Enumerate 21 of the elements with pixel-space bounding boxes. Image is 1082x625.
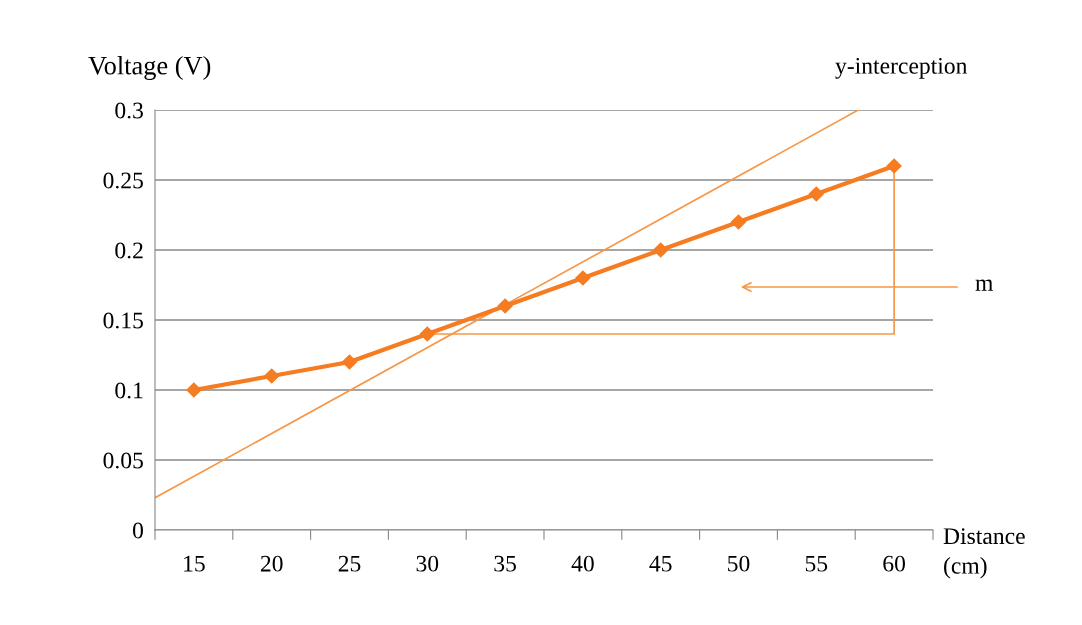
- y-tick-label: 0: [132, 522, 143, 539]
- x-tick-label: 30: [416, 555, 439, 572]
- x-tick-label: 55: [805, 555, 828, 572]
- x-tick-label: 60: [883, 555, 906, 572]
- y-axis-title: Voltage (V): [88, 56, 211, 80]
- text: m: [975, 279, 993, 291]
- x-tick-label: 50: [728, 555, 750, 572]
- y-tick-label: 0.2: [115, 242, 143, 259]
- x-tick-label: 15: [184, 555, 205, 572]
- y-tick-label: 0.05: [103, 452, 143, 469]
- x-tick-label: 35: [494, 555, 516, 572]
- y-tick-label: 0.3: [115, 102, 143, 119]
- x-tick-label: 20: [260, 555, 283, 572]
- y-tick-label: 0.1: [115, 382, 143, 399]
- x-tick-label: 40: [571, 555, 594, 572]
- y-tick-label: 0.25: [103, 172, 143, 189]
- x-tick-label: 45: [649, 555, 672, 572]
- y-tick-label: 0.15: [103, 312, 143, 329]
- text: y-interception: [835, 57, 968, 79]
- x-tick-label: 25: [338, 555, 361, 572]
- x-axis-title: Distance (cm): [943, 528, 1025, 579]
